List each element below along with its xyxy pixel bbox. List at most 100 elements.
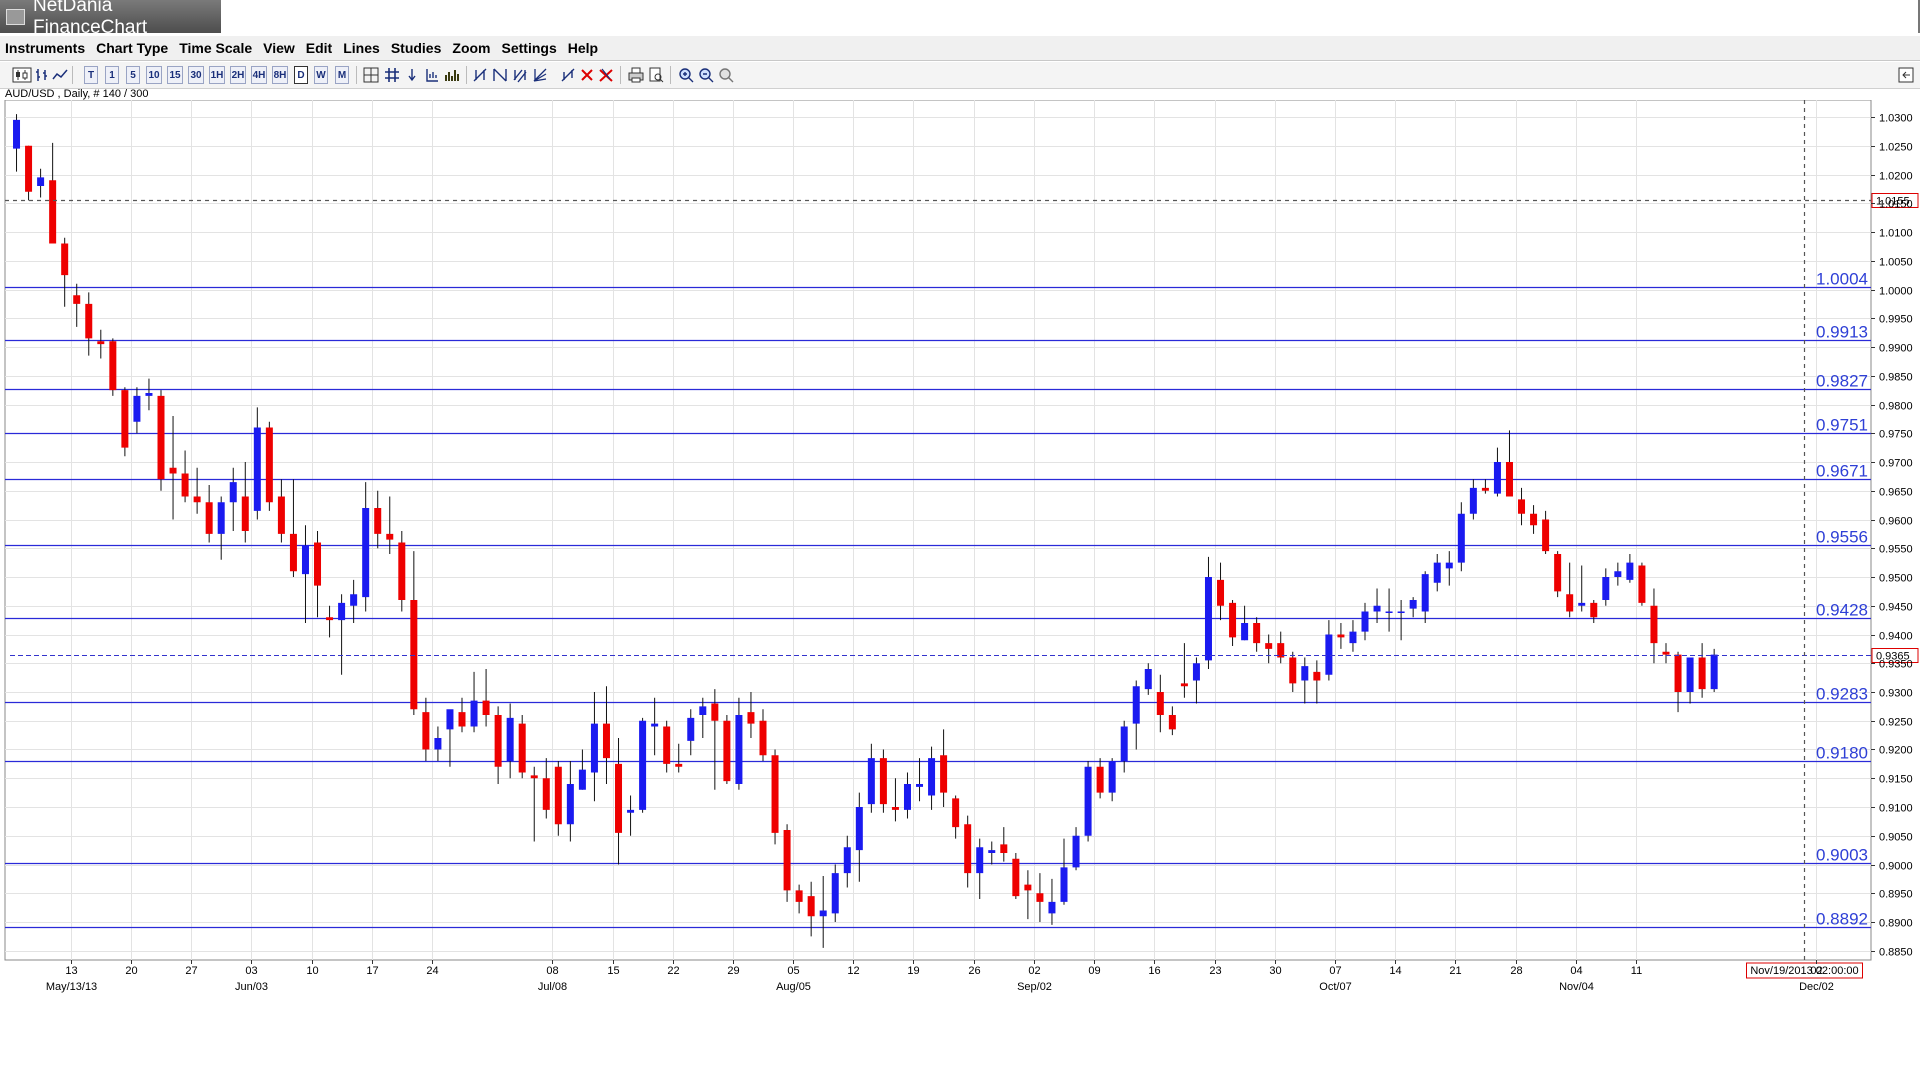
candle-up xyxy=(855,807,863,851)
candle-down xyxy=(1662,651,1670,655)
candle-up xyxy=(1710,654,1718,690)
interval-1h-button[interactable]: 1H xyxy=(209,66,225,84)
bar-chart-icon[interactable] xyxy=(34,66,50,84)
menu-time-scale[interactable]: Time Scale xyxy=(179,40,253,56)
candlestick-chart-icon[interactable] xyxy=(12,66,32,84)
x-tick-label: 28 xyxy=(1510,965,1522,977)
x-month-label: Oct/07 xyxy=(1319,981,1351,993)
candle-up xyxy=(301,545,309,575)
interval-tick-button[interactable]: T xyxy=(84,66,98,84)
y-tick-label: 1.0000 xyxy=(1879,286,1913,298)
print-icon[interactable] xyxy=(628,66,644,84)
candle-down xyxy=(1542,519,1550,552)
candle-up xyxy=(976,847,984,874)
candle-down xyxy=(157,395,165,480)
candle-up xyxy=(1072,835,1080,868)
panel-toggle-icon[interactable] xyxy=(1898,66,1914,84)
candle-down xyxy=(374,508,382,534)
candle-down xyxy=(277,496,285,534)
x-tick-label: 24 xyxy=(426,965,438,977)
fibonacci-icon[interactable] xyxy=(492,66,508,84)
y-tick-label: 0.9850 xyxy=(1879,372,1913,384)
y-tick-label: 0.9500 xyxy=(1879,573,1913,585)
zoom-out-icon[interactable] xyxy=(698,66,714,84)
delete-line-icon[interactable] xyxy=(580,66,594,84)
x-tick-label: 17 xyxy=(366,965,378,977)
delete-all-icon[interactable] xyxy=(598,66,614,84)
scale-icon[interactable] xyxy=(424,66,440,84)
interval-4h-button[interactable]: 4H xyxy=(251,66,267,84)
x-tick-label: 02 xyxy=(1028,965,1040,977)
menu-instruments[interactable]: Instruments xyxy=(5,40,86,56)
candle-down xyxy=(1530,513,1538,526)
menu-chart-type[interactable]: Chart Type xyxy=(96,40,169,56)
y-tick-label: 0.9550 xyxy=(1879,544,1913,556)
edit-line-icon[interactable] xyxy=(560,66,576,84)
candle-up xyxy=(1349,631,1357,644)
menu-edit[interactable]: Edit xyxy=(305,40,333,56)
menu-settings[interactable]: Settings xyxy=(501,40,557,56)
candle-up xyxy=(1361,611,1369,632)
x-tick-label: 07 xyxy=(1329,965,1341,977)
menu-bar: Instruments Chart Type Time Scale View E… xyxy=(0,36,1920,61)
print-preview-icon[interactable] xyxy=(648,66,664,84)
toolbar-separator xyxy=(620,66,621,84)
interval-monthly-button[interactable]: M xyxy=(335,66,349,84)
interval-1-button[interactable]: 1 xyxy=(105,66,119,84)
candle-down xyxy=(711,703,719,721)
interval-2h-button[interactable]: 2H xyxy=(230,66,246,84)
candle-up xyxy=(1686,657,1694,692)
interval-8h-button[interactable]: 8H xyxy=(272,66,288,84)
zoom-reset-icon[interactable] xyxy=(718,66,734,84)
y-tick-label: 1.0100 xyxy=(1879,228,1913,240)
interval-daily-button[interactable]: D xyxy=(294,66,308,84)
x-tick-label: 26 xyxy=(968,965,980,977)
grid-icon[interactable] xyxy=(384,66,400,84)
x-tick-label: 15 xyxy=(607,965,619,977)
zoom-in-icon[interactable] xyxy=(678,66,694,84)
level-label: 1.0004 xyxy=(1816,270,1868,289)
volume-icon[interactable] xyxy=(444,66,462,84)
menu-view[interactable]: View xyxy=(263,40,295,56)
x-month-label: Nov/04 xyxy=(1559,981,1594,993)
x-tick-label: 02 xyxy=(1810,965,1822,977)
candle-down xyxy=(265,427,273,503)
candle-down xyxy=(783,830,791,891)
menu-lines[interactable]: Lines xyxy=(343,40,380,56)
candle-up xyxy=(145,393,153,396)
menu-studies[interactable]: Studies xyxy=(390,40,442,56)
crosshair-overlay: 0.9365 1.0155 Nov/19/2013 02:00:00 xyxy=(5,100,1919,979)
crosshair-icon[interactable] xyxy=(362,66,380,84)
y-tick-label: 0.9600 xyxy=(1879,516,1913,528)
fan-icon[interactable] xyxy=(532,66,548,84)
window-edge xyxy=(1918,0,1920,33)
candle-down xyxy=(1012,858,1020,897)
candle-down xyxy=(615,763,623,833)
line-chart-icon[interactable] xyxy=(52,66,68,84)
x-tick-label: 09 xyxy=(1088,965,1100,977)
candle-down xyxy=(1265,643,1273,649)
y-tick-label: 0.9200 xyxy=(1879,745,1913,757)
x-month-label: Jun/03 xyxy=(235,981,268,993)
menu-help[interactable]: Help xyxy=(567,40,599,56)
channel-icon[interactable] xyxy=(512,66,528,84)
candle-up xyxy=(916,784,924,787)
x-tick-label: 27 xyxy=(185,965,197,977)
level-label: 0.9180 xyxy=(1816,744,1868,763)
trendline-icon[interactable] xyxy=(472,66,488,84)
interval-15-button[interactable]: 15 xyxy=(167,66,183,84)
candlesticks xyxy=(13,114,1718,948)
menu-zoom[interactable]: Zoom xyxy=(452,40,491,56)
interval-30-button[interactable]: 30 xyxy=(188,66,204,84)
interval-weekly-button[interactable]: W xyxy=(314,66,328,84)
current-price-box xyxy=(1871,648,1919,663)
interval-10-button[interactable]: 10 xyxy=(146,66,162,84)
app-title-tab[interactable]: NetDania FinanceChart xyxy=(0,0,221,38)
arrow-down-icon[interactable] xyxy=(406,66,418,84)
x-tick-label: 30 xyxy=(1269,965,1281,977)
interval-5-button[interactable]: 5 xyxy=(126,66,140,84)
candle-down xyxy=(1277,643,1285,658)
price-chart[interactable]: 1.0004 0.9913 0.9827 0.9751 0.9671 0.9556 0.94… xyxy=(0,100,1920,1000)
toolbar-separator xyxy=(466,66,467,84)
candle-down xyxy=(964,824,972,874)
